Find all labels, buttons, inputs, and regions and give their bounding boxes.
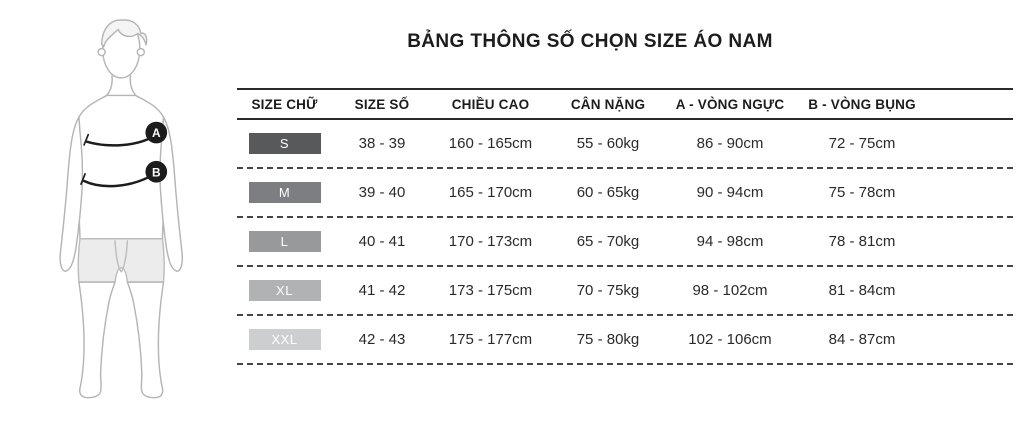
cell: 160 - 165cm — [448, 135, 533, 152]
cell: 75 - 78cm — [828, 184, 896, 201]
marker-b-label: B — [152, 165, 161, 179]
figure-shorts-seam — [114, 240, 129, 273]
table-row: S 38 - 39 160 - 165cm 55 - 60kg 86 - 90c… — [237, 120, 1013, 169]
cell: 65 - 70kg — [576, 233, 640, 250]
size-badge: M — [248, 182, 321, 203]
table-row: L 40 - 41 170 - 173cm 65 - 70kg 94 - 98c… — [237, 218, 1013, 267]
cell: 81 - 84cm — [828, 282, 896, 299]
figure-arm-right — [159, 116, 183, 272]
size-table: SIZE CHỮ SIZE SỐ CHIỀU CAO CÂN NẶNG A - VÒNG… — [237, 88, 1013, 365]
size-letter-cell: S — [237, 133, 332, 154]
cell: 94 - 98cm — [696, 233, 764, 250]
cell: 78 - 81cm — [828, 233, 896, 250]
cell: 98 - 102cm — [692, 282, 768, 299]
column-header: CHIỀU CAO — [451, 96, 530, 112]
cell: 39 - 40 — [358, 184, 406, 201]
size-badge: XL — [248, 280, 321, 301]
figure-hair — [100, 19, 148, 48]
measurement-marker-b: B — [145, 160, 168, 183]
cell: 173 - 175cm — [448, 282, 533, 299]
figure-neck — [106, 75, 137, 97]
cell: 40 - 41 — [358, 233, 406, 250]
column-header: SIZE CHỮ — [251, 96, 318, 112]
column-header: A - VÒNG NGỰC — [675, 96, 785, 112]
table-row: XL 41 - 42 173 - 175cm 70 - 75kg 98 - 10… — [237, 267, 1013, 316]
size-letter-cell: M — [237, 182, 332, 203]
size-letter-cell: L — [237, 231, 332, 252]
cell: 86 - 90cm — [696, 135, 764, 152]
table-row: M 39 - 40 165 - 170cm 60 - 65kg 90 - 94c… — [237, 169, 1013, 218]
size-badge: S — [248, 133, 321, 154]
cell: 55 - 60kg — [576, 135, 640, 152]
cell: 102 - 106cm — [688, 331, 772, 348]
cell: 90 - 94cm — [696, 184, 764, 201]
column-header: B - VÒNG BỤNG — [808, 96, 916, 112]
size-letter-cell: XXL — [237, 329, 332, 350]
cell: 175 - 177cm — [448, 331, 533, 348]
figure-ear-left — [97, 47, 106, 57]
figure-leg-right — [126, 281, 165, 399]
table-header-row: SIZE CHỮ SIZE SỐ CHIỀU CAO CÂN NẶNG A - VÒNG… — [237, 88, 1013, 120]
figure-leg-left — [78, 281, 116, 399]
cell: 75 - 80kg — [576, 331, 640, 348]
marker-a-label: A — [152, 126, 161, 140]
waist-measure-line — [82, 175, 151, 188]
size-table-body: S 38 - 39 160 - 165cm 55 - 60kg 86 - 90c… — [237, 120, 1013, 365]
body-figure-illustration: A B — [58, 16, 203, 408]
cell: 41 - 42 — [358, 282, 406, 299]
table-row: XXL 42 - 43 175 - 177cm 75 - 80kg 102 - … — [237, 316, 1013, 365]
figure-ear-right — [136, 47, 146, 57]
chart-content: BẢNG THÔNG SỐ CHỌN SIZE ÁO NAM SIZE CHỮ S… — [237, 30, 1013, 365]
figure-shorts — [77, 238, 165, 283]
cell: 84 - 87cm — [828, 331, 896, 348]
size-badge: XXL — [248, 329, 321, 350]
size-badge: L — [248, 231, 321, 252]
measurement-marker-a: A — [145, 121, 168, 144]
size-letter-cell: XL — [237, 280, 332, 301]
cell: 165 - 170cm — [448, 184, 533, 201]
cell: 72 - 75cm — [828, 135, 896, 152]
column-header: SIZE SỐ — [354, 96, 410, 112]
column-header: CÂN NẶNG — [570, 96, 646, 112]
cell: 38 - 39 — [358, 135, 406, 152]
cell: 60 - 65kg — [576, 184, 640, 201]
cell: 70 - 75kg — [576, 282, 640, 299]
page-title: BẢNG THÔNG SỐ CHỌN SIZE ÁO NAM — [407, 31, 773, 52]
cell: 42 - 43 — [358, 331, 406, 348]
waist-measure-tick — [80, 173, 86, 185]
cell: 170 - 173cm — [448, 233, 533, 250]
chest-measure-tick — [83, 133, 90, 146]
chest-measure-line — [85, 137, 151, 147]
body-figure-svg: A B — [59, 19, 183, 399]
figure-arm-left — [59, 116, 84, 272]
